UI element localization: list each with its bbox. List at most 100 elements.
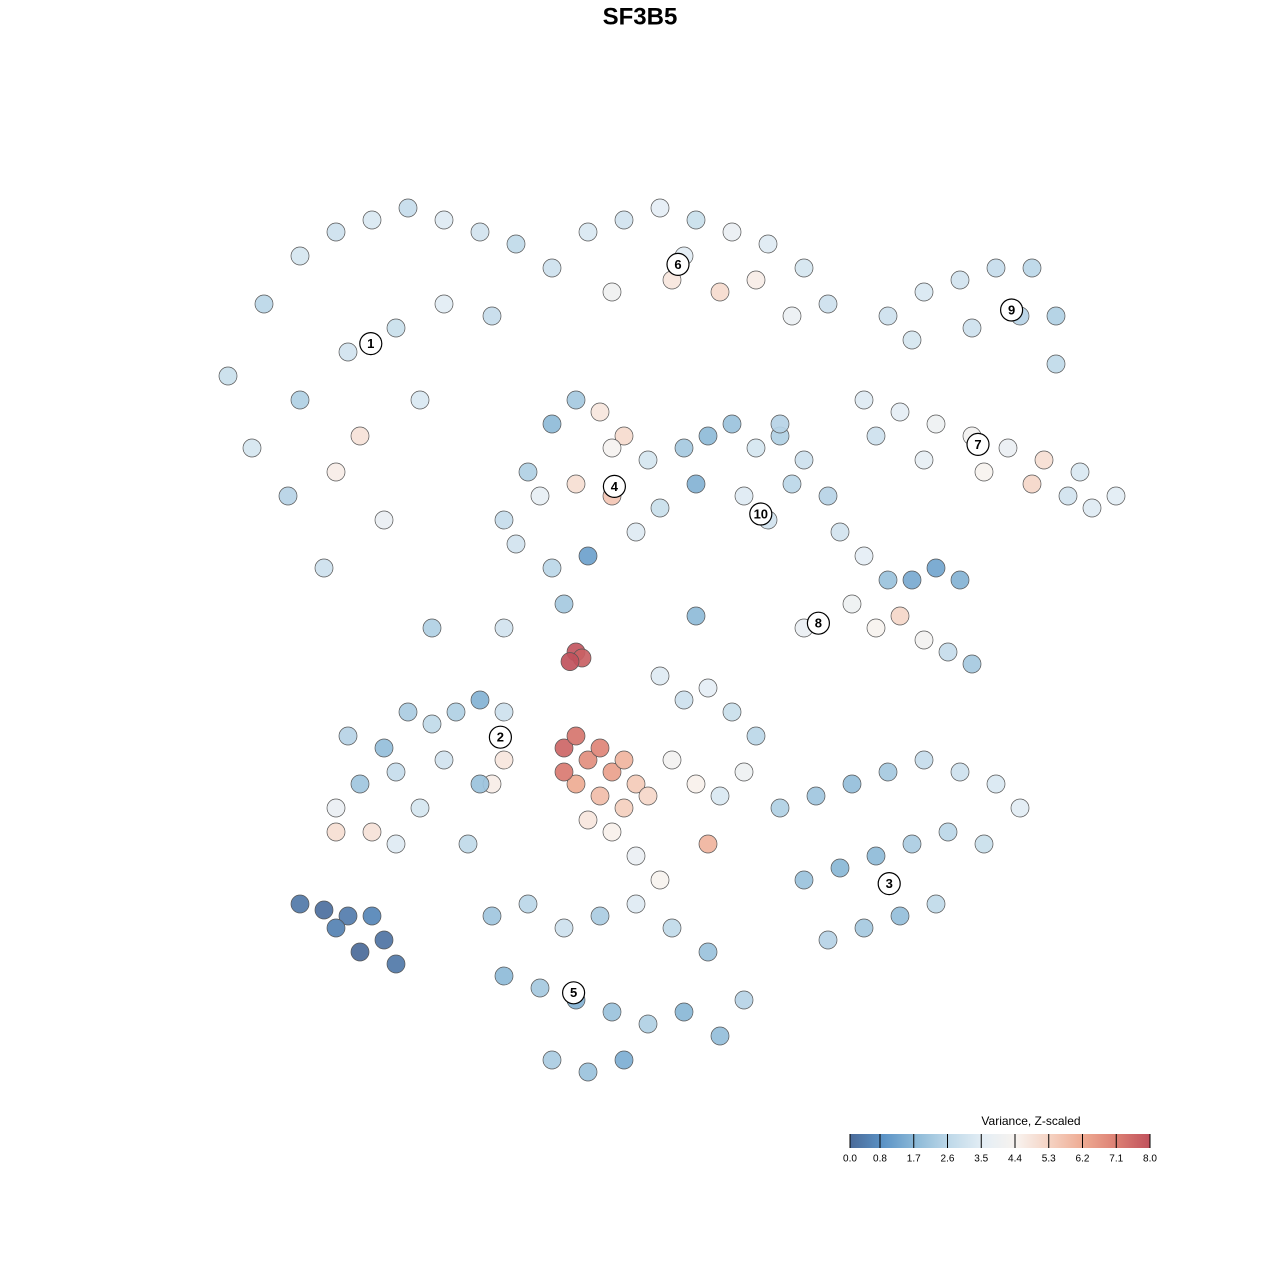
point: [938, 642, 958, 662]
point: [614, 798, 634, 818]
point: [566, 390, 586, 410]
point: [734, 990, 754, 1010]
point: [770, 798, 790, 818]
point: [710, 1026, 730, 1046]
point: [962, 318, 982, 338]
point: [338, 726, 358, 746]
point: [602, 822, 622, 842]
point: [578, 750, 598, 770]
point: [554, 762, 574, 782]
point: [674, 690, 694, 710]
point: [590, 738, 610, 758]
point: [1022, 258, 1042, 278]
point: [710, 786, 730, 806]
point: [326, 222, 346, 242]
point: [914, 282, 934, 302]
point: [1046, 306, 1066, 326]
point: [578, 546, 598, 566]
point: [398, 702, 418, 722]
colorbar-tick-label: 0.8: [873, 1154, 887, 1165]
point: [410, 390, 430, 410]
point: [566, 774, 586, 794]
point: [338, 342, 358, 362]
point: [362, 210, 382, 230]
point: [650, 198, 670, 218]
point: [542, 414, 562, 434]
point: [746, 270, 766, 290]
point: [1106, 486, 1126, 506]
point: [794, 870, 814, 890]
point: [1034, 450, 1054, 470]
point: [1046, 354, 1066, 374]
colorbar: [850, 1134, 1150, 1148]
point: [890, 402, 910, 422]
point: [962, 654, 982, 674]
cluster-badge: [561, 981, 586, 1005]
point: [650, 870, 670, 890]
cluster-label: 10: [754, 506, 768, 521]
point: [542, 558, 562, 578]
point: [674, 438, 694, 458]
cluster-label: 7: [974, 437, 981, 452]
point: [662, 750, 682, 770]
point: [686, 774, 706, 794]
point: [554, 918, 574, 938]
point: [494, 510, 514, 530]
point: [650, 498, 670, 518]
point: [560, 652, 580, 671]
chart-title: SF3B5: [603, 3, 678, 30]
cluster-label: 9: [1008, 302, 1015, 317]
point: [602, 762, 622, 782]
cluster-badge: [749, 502, 773, 526]
point: [1070, 462, 1090, 482]
colorbar-tick-label: 0.0: [843, 1154, 857, 1165]
point: [542, 1050, 562, 1070]
point: [794, 450, 814, 470]
cluster-label: 3: [886, 876, 893, 891]
point: [878, 762, 898, 782]
point: [314, 558, 334, 578]
point: [950, 270, 970, 290]
point: [362, 822, 382, 842]
point: [350, 426, 370, 446]
point: [446, 702, 466, 722]
cluster-badge: [602, 474, 627, 498]
point: [974, 462, 994, 482]
point: [434, 210, 454, 230]
point: [734, 486, 754, 506]
point: [1082, 498, 1102, 518]
point: [590, 906, 610, 926]
point: [974, 834, 994, 854]
point: [698, 426, 718, 446]
point: [494, 702, 514, 722]
point: [638, 450, 658, 470]
point: [854, 546, 874, 566]
colorbar-title: Variance, Z-scaled: [981, 1114, 1080, 1128]
point: [278, 486, 298, 506]
point: [398, 198, 418, 218]
point: [674, 1002, 694, 1022]
point: [350, 774, 370, 794]
point: [578, 810, 598, 830]
point: [386, 834, 406, 854]
point: [806, 786, 826, 806]
point: [578, 1062, 598, 1082]
point: [494, 750, 514, 770]
point: [374, 510, 394, 530]
cluster-badge: [966, 432, 990, 456]
point: [578, 222, 598, 242]
point: [470, 222, 490, 242]
point: [662, 918, 682, 938]
point: [686, 210, 706, 230]
point: [614, 1050, 634, 1070]
point: [950, 762, 970, 782]
point: [518, 894, 538, 914]
point: [626, 774, 646, 794]
point: [926, 894, 946, 914]
point: [866, 618, 886, 638]
cluster-badge: [806, 611, 831, 635]
point: [350, 942, 370, 962]
point: [914, 630, 934, 650]
point: [902, 834, 922, 854]
